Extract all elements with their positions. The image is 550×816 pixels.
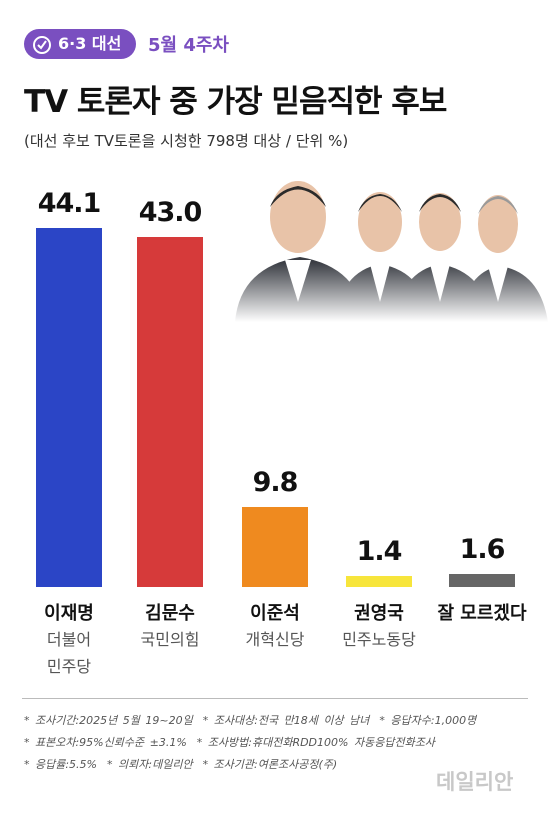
footnote: * 조사대상:전국 만18세 이상 남녀 — [202, 714, 370, 727]
value-label: 43.0 — [138, 196, 203, 228]
footnote-line: * 표본오차:95%신뢰수준 ±3.1% * 조사방법:휴대전화RDD100% 자… — [24, 734, 445, 750]
category-label: 김문수 — [145, 603, 195, 624]
bar — [242, 507, 308, 587]
badge: 6·3 대선 — [24, 29, 136, 59]
chart-subtitle: (대선 후보 TV토론을 시청한 798명 대상 / 단위 %) — [24, 132, 349, 150]
category-label: 잘 모르겠다 — [437, 603, 527, 624]
candidate-photos — [230, 172, 550, 322]
value-label: 1.6 — [459, 533, 506, 565]
watermark: 데일리안 — [436, 770, 514, 794]
footnote-line: * 조사기간:2025년 5월 19~20일 * 조사대상:전국 만18세 이상 … — [24, 712, 486, 728]
footnote: * 응답률:5.5% — [24, 758, 98, 771]
party-label: 민주노동당 — [342, 630, 416, 649]
party-label: 국민의힘 — [140, 630, 200, 649]
value-label: 1.4 — [356, 535, 403, 567]
value-label: 9.8 — [252, 467, 299, 499]
footnote: * 조사기간:2025년 5월 19~20일 — [24, 714, 193, 727]
category-label: 권영국 — [354, 603, 404, 624]
category-label: 이준석 — [250, 603, 300, 624]
footnote-line: * 응답률:5.5% * 의뢰자:데일리안 * 조사기관:여론조사공정(주) — [24, 756, 347, 772]
value-label: 44.1 — [37, 188, 102, 220]
week-label: 5월 4주차 — [148, 35, 229, 56]
bar — [346, 575, 412, 587]
bar — [137, 236, 203, 587]
category-label: 이재명 — [44, 603, 94, 624]
bar — [36, 228, 102, 587]
footnote: * 응답자수:1,000명 — [379, 714, 477, 727]
chart-title: TV 토론자 중 가장 믿음직한 후보 — [24, 84, 447, 120]
footnote: * 조사방법:휴대전화RDD100% 자동응답전화조사 — [196, 736, 435, 749]
footnote: * 의뢰자:데일리안 — [107, 758, 193, 771]
bar — [449, 573, 515, 587]
vote-icon — [33, 36, 51, 54]
party-label: 더불어 민주당 — [46, 630, 92, 676]
divider — [22, 698, 528, 699]
party-label: 개혁신당 — [245, 630, 305, 649]
badge-text: 6·3 대선 — [58, 34, 122, 53]
footnote: * 조사기관:여론조사공정(주) — [202, 758, 338, 771]
footnote: * 표본오차:95%신뢰수준 ±3.1% — [24, 736, 187, 749]
